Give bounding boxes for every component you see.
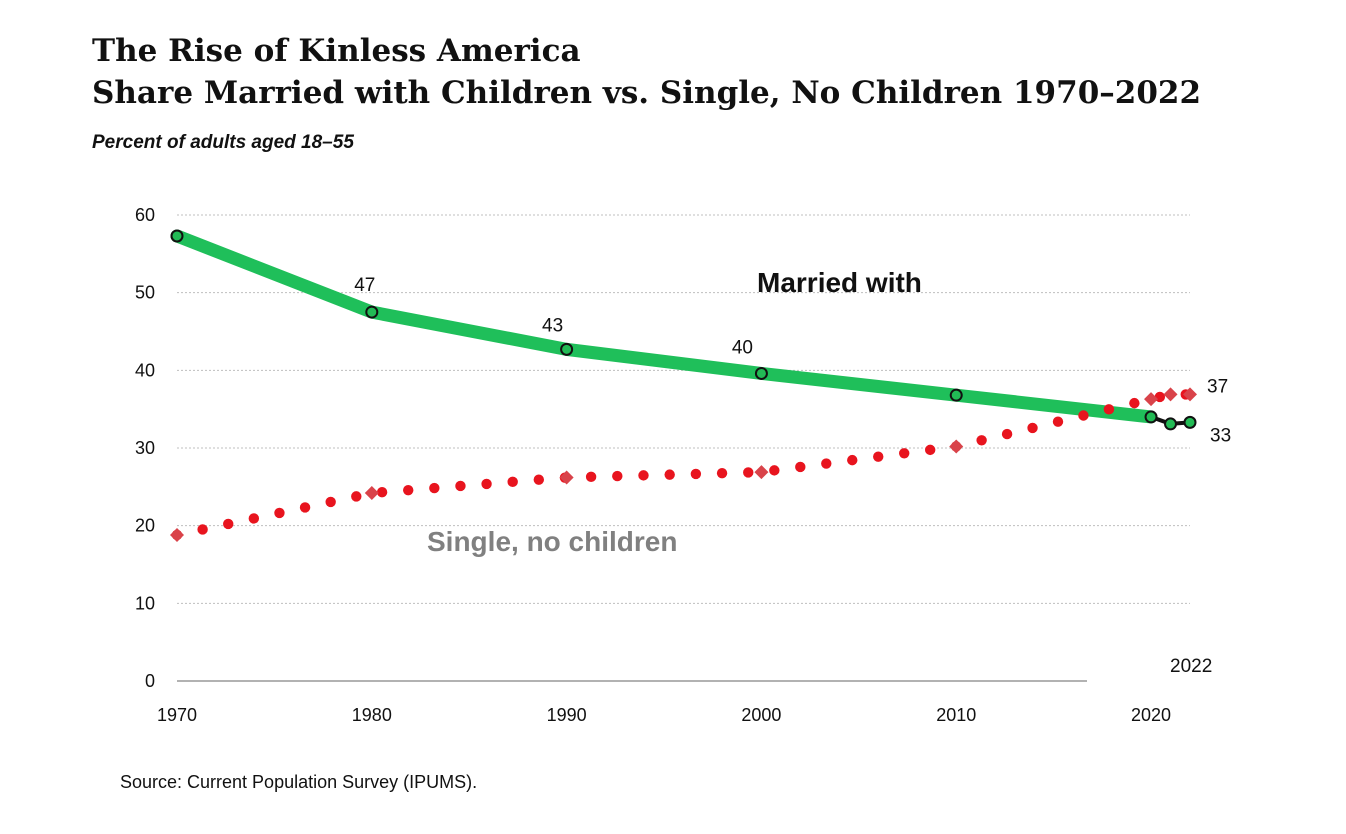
single-point-marker — [754, 465, 769, 480]
single-dot — [847, 454, 858, 466]
single-dot — [274, 507, 285, 519]
x-tick-label: 1990 — [547, 705, 587, 725]
married-point-marker — [1183, 415, 1197, 429]
married-point-marker — [560, 342, 574, 356]
x-tick-label: 2000 — [741, 705, 781, 725]
single-point-marker — [170, 527, 184, 542]
single-dot — [507, 476, 518, 488]
single-point-marker — [1144, 392, 1159, 407]
single-dot — [1078, 410, 1089, 421]
single-dot — [716, 467, 728, 479]
single-point-marker — [949, 439, 964, 454]
data-label: 43 — [542, 315, 563, 336]
single-dot — [873, 451, 884, 462]
series-label-single-no-children: Single, no children — [427, 526, 677, 557]
x-tick-label: 2020 — [1131, 705, 1171, 725]
series-line-married-with — [170, 229, 1158, 424]
single-dot — [690, 468, 702, 480]
single-point-marker — [364, 486, 379, 501]
label-layer: Married with Single, no children 47 43 40 37 3… — [354, 267, 1231, 677]
y-tick-label: 20 — [135, 516, 155, 536]
y-tick-label: 40 — [135, 360, 155, 380]
single-dot — [899, 448, 910, 459]
married-point-marker — [365, 305, 379, 319]
y-tick-label: 50 — [135, 283, 155, 303]
single-dot — [924, 444, 936, 456]
single-dot — [429, 482, 440, 494]
single-point-marker — [1183, 387, 1197, 402]
single-dot — [638, 470, 649, 481]
single-dot — [585, 471, 597, 483]
chart-subtitle: Percent of adults aged 18–55 — [92, 132, 354, 153]
data-label: 47 — [354, 275, 375, 296]
single-dot — [821, 458, 832, 469]
single-dot — [376, 487, 388, 498]
grid-layer — [177, 214, 1190, 604]
single-dot — [976, 435, 987, 446]
single-dot — [197, 524, 208, 535]
x-tick-label: 2010 — [936, 705, 976, 725]
single-dot — [1027, 422, 1038, 434]
x-tick-label: 1970 — [157, 705, 197, 725]
single-dot — [1129, 397, 1140, 409]
married-point-marker — [754, 366, 768, 380]
single-dot — [743, 467, 754, 478]
single-dot — [248, 513, 260, 524]
data-label: 2022 — [1170, 656, 1212, 677]
single-dot — [533, 474, 545, 485]
single-point-marker — [559, 470, 574, 485]
chart-title-line1: The Rise of Kinless America — [92, 33, 581, 69]
married-point-marker — [1164, 417, 1178, 431]
single-dot — [1001, 428, 1013, 440]
married-point-marker — [949, 388, 963, 402]
y-tick-label: 60 — [135, 205, 155, 225]
y-tick-label: 30 — [135, 438, 155, 458]
single-dot — [795, 461, 806, 473]
single-dot — [351, 491, 362, 502]
chart-title-line2: Share Married with Children vs. Single, … — [92, 75, 1202, 111]
data-label: 40 — [732, 337, 753, 358]
married-point-marker — [170, 229, 184, 243]
axis-layer: 0 10 20 30 40 50 60 1970 1980 1990 2000 2010 2020 — [135, 205, 1171, 725]
single-dot — [769, 465, 780, 476]
single-dot — [223, 518, 234, 530]
line-chart: 0 10 20 30 40 50 60 1970 1980 1990 2000 2010 2020 Ma… — [135, 205, 1231, 725]
single-point-marker — [1163, 387, 1178, 402]
single-dot — [664, 469, 675, 480]
data-label: 33 — [1210, 425, 1231, 446]
data-label: 37 — [1207, 376, 1228, 397]
y-tick-label: 10 — [135, 593, 155, 613]
single-dot — [1103, 404, 1115, 415]
source-note: Source: Current Population Survey (IPUMS… — [120, 772, 478, 792]
single-dot — [403, 484, 414, 496]
single-dot — [612, 470, 623, 482]
y-tick-label: 0 — [145, 671, 155, 691]
x-tick-label: 1980 — [352, 705, 392, 725]
single-dot — [1052, 416, 1064, 427]
married-point-marker — [1144, 410, 1158, 424]
single-dot — [325, 496, 336, 508]
series-label-married-with: Married with — [757, 267, 922, 298]
chart-title: The Rise of Kinless America Share Marrie… — [92, 30, 1201, 114]
single-dot — [481, 478, 492, 490]
single-dot — [455, 480, 466, 492]
single-dot — [299, 502, 311, 513]
series-layer — [170, 229, 1197, 542]
